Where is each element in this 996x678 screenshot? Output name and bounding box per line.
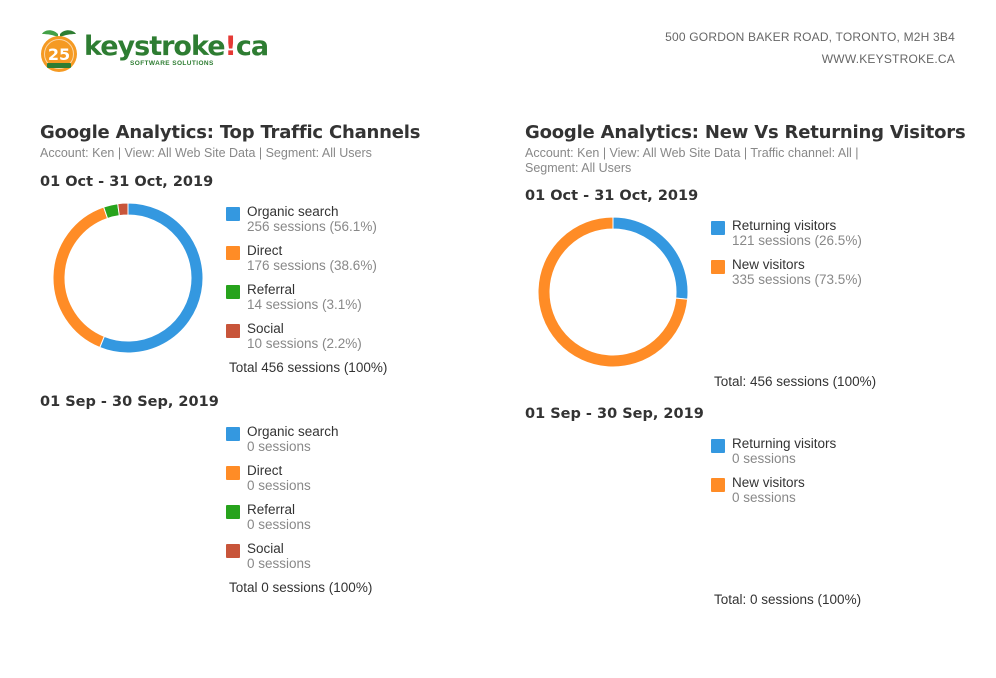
donut-slice-social [117, 202, 129, 217]
visitors-legend-oct: Returning visitors 121 sessions (26.5%) … [711, 218, 862, 296]
donut-slice-returning-visitors [612, 216, 689, 300]
legend-swatch [226, 246, 240, 260]
address-website: WWW.KEYSTROKE.CA [821, 52, 955, 66]
donut-slice-organic-search [99, 202, 204, 354]
period-label-sep: 01 Sep - 30 Sep, 2019 [525, 406, 704, 422]
visitors-donut-sep [537, 436, 689, 588]
panel-subtitle-line2: Segment: All Users [525, 161, 632, 175]
legend-swatch [226, 285, 240, 299]
traffic-channels-panel: Google Analytics: Top Traffic Channels A… [40, 120, 480, 595]
legend-item-referral: Referral 0 sessions [226, 502, 339, 541]
legend-swatch [711, 439, 725, 453]
legend-item-new-visitors: New visitors 335 sessions (73.5%) [711, 257, 862, 296]
legend-swatch [711, 260, 725, 274]
traffic-channels-legend-oct: Organic search 256 sessions (56.1%) Dire… [226, 204, 377, 360]
legend-swatch [226, 324, 240, 338]
visitors-donut-oct [537, 216, 689, 368]
visitors-total-oct: Total: 456 sessions (100%) [714, 374, 877, 389]
legend-item-direct: Direct 176 sessions (38.6%) [226, 243, 377, 282]
company-logo: 25 keystroke!ca SOFTWARE SOLUTIONS [38, 28, 269, 78]
legend-swatch [226, 427, 240, 441]
svg-text:25: 25 [48, 45, 70, 64]
legend-item-social: Social 0 sessions [226, 541, 339, 580]
legend-swatch [226, 207, 240, 221]
visitors-legend-sep: Returning visitors 0 sessions New visito… [711, 436, 836, 514]
visitors-total-sep: Total: 0 sessions (100%) [714, 592, 862, 607]
legend-item-direct: Direct 0 sessions [226, 463, 339, 502]
traffic-channels-total-oct: Total 456 sessions (100%) [229, 360, 388, 375]
legend-item-referral: Referral 14 sessions (3.1%) [226, 282, 377, 321]
legend-swatch [226, 505, 240, 519]
legend-item-organic-search: Organic search 256 sessions (56.1%) [226, 204, 377, 243]
panel-subtitle-line1: Account: Ken | View: All Web Site Data |… [525, 146, 859, 160]
traffic-channels-legend-sep: Organic search 0 sessions Direct 0 sessi… [226, 424, 339, 580]
panel-subtitle: Account: Ken | View: All Web Site Data |… [40, 146, 372, 160]
legend-swatch [711, 221, 725, 235]
traffic-channels-donut-sep [52, 422, 204, 574]
donut-slice-direct [52, 206, 109, 349]
legend-item-returning-visitors: Returning visitors 0 sessions [711, 436, 836, 475]
company-address: 500 GORDON BAKER ROAD, TORONTO, M2H 3B4 … [665, 26, 955, 70]
legend-item-organic-search: Organic search 0 sessions [226, 424, 339, 463]
legend-item-returning-visitors: Returning visitors 121 sessions (26.5%) [711, 218, 862, 257]
logo-tagline: SOFTWARE SOLUTIONS [130, 60, 214, 67]
period-label-oct: 01 Oct - 31 Oct, 2019 [525, 188, 699, 204]
legend-item-new-visitors: New visitors 0 sessions [711, 475, 836, 514]
period-label-sep: 01 Sep - 30 Sep, 2019 [40, 394, 219, 410]
address-street: 500 GORDON BAKER ROAD, TORONTO, M2H 3B4 [665, 30, 955, 44]
legend-swatch [226, 544, 240, 558]
traffic-channels-donut-oct [52, 202, 204, 354]
legend-swatch [711, 478, 725, 492]
visitors-panel: Google Analytics: New Vs Returning Visit… [525, 120, 966, 607]
panel-title: Google Analytics: Top Traffic Channels [40, 122, 421, 143]
traffic-channels-total-sep: Total 0 sessions (100%) [229, 580, 373, 595]
legend-item-social: Social 10 sessions (2.2%) [226, 321, 377, 360]
panel-title: Google Analytics: New Vs Returning Visit… [525, 122, 966, 143]
period-label-oct: 01 Oct - 31 Oct, 2019 [40, 174, 214, 190]
logo-wordmark: keystroke!ca [84, 31, 269, 62]
anniversary-badge-icon: 25 [41, 30, 77, 72]
legend-swatch [226, 466, 240, 480]
donut-slice-new-visitors [537, 216, 689, 368]
